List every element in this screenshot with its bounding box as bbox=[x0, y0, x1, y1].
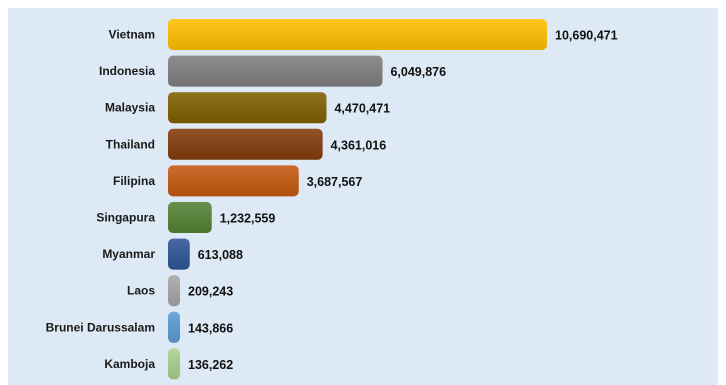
value-label: 10,690,471 bbox=[555, 29, 618, 43]
value-label: 4,361,016 bbox=[331, 138, 387, 152]
category-label: Myanmar bbox=[102, 247, 155, 261]
category-label: Kamboja bbox=[104, 357, 155, 371]
value-label: 613,088 bbox=[198, 248, 243, 262]
value-label: 209,243 bbox=[188, 285, 233, 299]
category-label: Thailand bbox=[106, 137, 155, 151]
category-label: Filipina bbox=[113, 174, 155, 188]
category-label: Indonesia bbox=[99, 64, 155, 78]
value-label: 143,866 bbox=[188, 321, 233, 335]
value-label: 3,687,567 bbox=[307, 175, 363, 189]
category-label: Malaysia bbox=[105, 101, 155, 115]
bar-shading bbox=[168, 128, 323, 160]
bar-shading bbox=[168, 238, 190, 270]
bar-shading bbox=[168, 92, 327, 124]
value-label: 136,262 bbox=[188, 358, 233, 372]
category-label: Laos bbox=[127, 284, 155, 298]
value-label: 1,232,559 bbox=[220, 212, 276, 226]
bar-shading bbox=[168, 348, 180, 380]
bar-shading bbox=[168, 275, 180, 307]
bar-shading bbox=[168, 55, 383, 87]
value-label: 6,049,876 bbox=[390, 65, 446, 79]
bar-shading bbox=[168, 165, 299, 197]
category-label: Singapura bbox=[96, 211, 155, 225]
category-label: Brunei Darussalam bbox=[46, 320, 155, 334]
value-label: 4,470,471 bbox=[334, 102, 390, 116]
category-label: Vietnam bbox=[109, 28, 155, 42]
bar-shading bbox=[168, 202, 212, 233]
bar-shading bbox=[168, 311, 180, 343]
bar-shading bbox=[168, 19, 547, 50]
